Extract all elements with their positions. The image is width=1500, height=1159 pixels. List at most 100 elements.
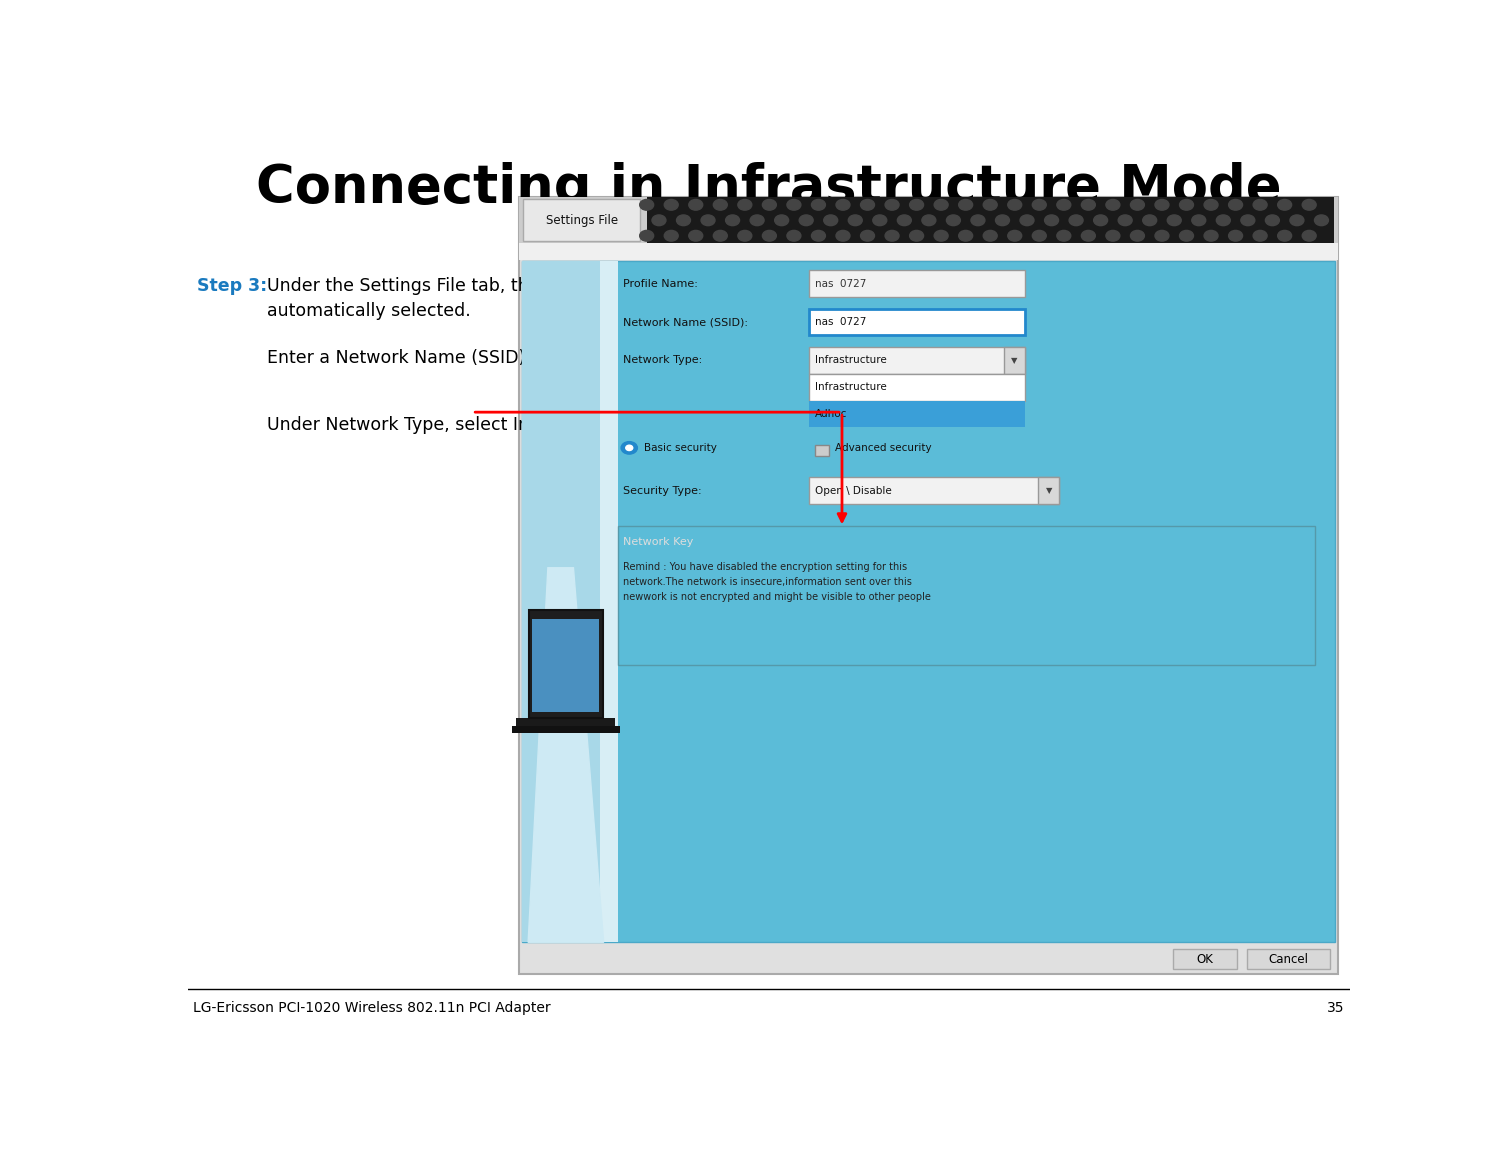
Circle shape (934, 231, 948, 241)
Circle shape (909, 231, 924, 241)
Circle shape (800, 214, 813, 226)
Circle shape (897, 214, 912, 226)
Text: Advanced security: Advanced security (836, 443, 932, 453)
Circle shape (750, 214, 764, 226)
Circle shape (1216, 214, 1230, 226)
Text: Enter a Network Name (SSID).: Enter a Network Name (SSID). (267, 349, 531, 366)
Circle shape (1204, 231, 1218, 241)
Circle shape (1228, 199, 1242, 210)
Circle shape (1192, 214, 1206, 226)
Circle shape (824, 214, 837, 226)
Circle shape (996, 214, 1010, 226)
Text: Remind : You have disabled the encryption setting for this
network.The network i: Remind : You have disabled the encryptio… (624, 562, 932, 602)
Bar (532, 619, 600, 713)
Bar (522, 261, 1335, 942)
Circle shape (861, 199, 874, 210)
Text: Infrastructure: Infrastructure (816, 382, 886, 392)
Circle shape (1032, 231, 1047, 241)
Polygon shape (528, 568, 603, 942)
Bar (516, 717, 615, 728)
Circle shape (788, 199, 801, 210)
Circle shape (836, 199, 850, 210)
Circle shape (1167, 214, 1180, 226)
Text: Connecting in Infrastructure Mode: Connecting in Infrastructure Mode (256, 162, 1281, 214)
Circle shape (1094, 214, 1107, 226)
Bar (810, 374, 1024, 401)
Circle shape (762, 231, 777, 241)
Text: OK: OK (1197, 953, 1214, 965)
Text: ▼: ▼ (1046, 486, 1052, 495)
Circle shape (1131, 199, 1144, 210)
Circle shape (812, 231, 825, 241)
Circle shape (909, 199, 924, 210)
Bar (512, 726, 620, 732)
Text: Under the Settings File tab, the Profile Name is
automatically selected.: Under the Settings File tab, the Profile… (267, 277, 676, 320)
Circle shape (958, 199, 972, 210)
Circle shape (1240, 214, 1256, 226)
Bar (519, 243, 1338, 260)
Circle shape (714, 199, 728, 210)
Text: Security Type:: Security Type: (624, 486, 702, 496)
Bar (810, 478, 1059, 504)
Circle shape (1008, 231, 1022, 241)
Circle shape (639, 199, 654, 210)
Circle shape (812, 199, 825, 210)
Circle shape (970, 214, 986, 226)
Circle shape (1290, 214, 1304, 226)
Bar (618, 526, 1316, 665)
Circle shape (664, 199, 678, 210)
Circle shape (1314, 214, 1329, 226)
Text: LG-Ericsson PCI-1020 Wireless 802.11n PCI Adapter: LG-Ericsson PCI-1020 Wireless 802.11n PC… (194, 1001, 550, 1015)
Circle shape (1278, 199, 1292, 210)
Circle shape (885, 231, 898, 241)
Circle shape (688, 199, 702, 210)
Circle shape (873, 214, 886, 226)
Circle shape (1032, 199, 1047, 210)
Circle shape (676, 214, 690, 226)
Bar (600, 261, 618, 942)
Circle shape (1155, 231, 1168, 241)
Bar (1246, 949, 1330, 969)
Circle shape (774, 214, 789, 226)
Circle shape (1118, 214, 1132, 226)
Circle shape (1266, 214, 1280, 226)
Text: Infrastructure: Infrastructure (816, 356, 886, 365)
Circle shape (688, 231, 702, 241)
Text: Settings File: Settings File (546, 213, 618, 227)
Circle shape (1179, 231, 1194, 241)
Circle shape (762, 199, 777, 210)
Bar (530, 611, 603, 717)
Circle shape (1302, 199, 1316, 210)
Circle shape (885, 199, 898, 210)
Circle shape (1131, 231, 1144, 241)
Circle shape (1106, 199, 1120, 210)
Circle shape (1302, 231, 1316, 241)
Bar (522, 261, 609, 942)
Circle shape (934, 199, 948, 210)
Bar (646, 197, 1334, 243)
Circle shape (652, 214, 666, 226)
Bar (810, 270, 1024, 297)
Circle shape (1155, 199, 1168, 210)
Circle shape (738, 231, 752, 241)
Bar (519, 197, 1338, 243)
Text: ▼: ▼ (1011, 356, 1017, 365)
Circle shape (1044, 214, 1059, 226)
Circle shape (922, 214, 936, 226)
Text: Profile Name:: Profile Name: (624, 278, 699, 289)
Text: nas  0727: nas 0727 (816, 318, 867, 327)
Text: Under Network Type, select Infrastructure mode.: Under Network Type, select Infrastructur… (267, 416, 693, 433)
Bar (810, 308, 1024, 335)
Text: Basic security: Basic security (645, 443, 717, 453)
Bar (524, 199, 639, 241)
Bar (519, 197, 1338, 974)
Circle shape (861, 231, 874, 241)
Circle shape (1143, 214, 1156, 226)
Bar (816, 445, 830, 455)
Circle shape (726, 214, 740, 226)
Circle shape (849, 214, 862, 226)
Text: Network Key: Network Key (624, 538, 694, 547)
Bar (810, 347, 1024, 374)
Bar (810, 401, 1024, 428)
Text: Network Name (SSID):: Network Name (SSID): (624, 318, 748, 327)
